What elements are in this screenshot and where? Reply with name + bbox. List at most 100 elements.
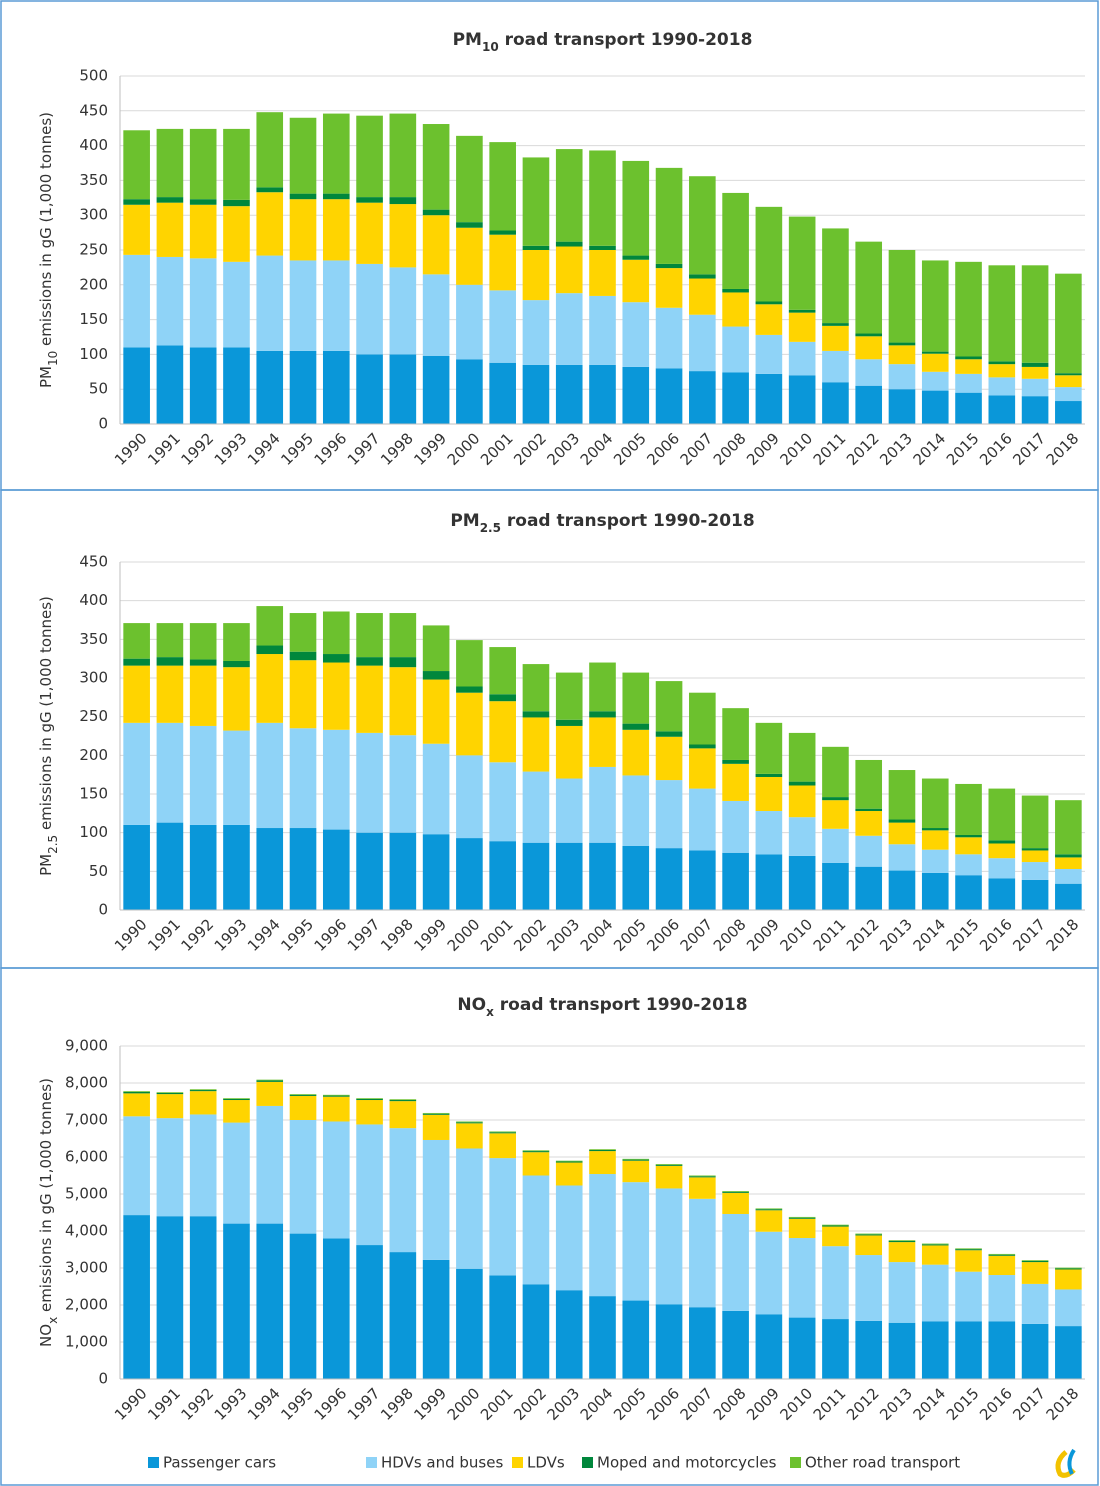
bar-segment (788, 309, 816, 313)
x-tick-label: 2016 (976, 429, 1016, 469)
x-tick-label: 2011 (810, 1384, 850, 1424)
chart-title: PM2.5 road transport 1990-2018 (450, 511, 754, 535)
bar-segment (223, 1098, 250, 1101)
text-part: 10 (482, 40, 499, 54)
y-tick-label: 200 (79, 746, 108, 764)
x-tick-label: 1994 (244, 1384, 284, 1424)
bar-segment (489, 290, 516, 363)
bar-segment (755, 773, 783, 777)
bar-segment (855, 1235, 883, 1256)
bar-segment (655, 307, 683, 369)
bar-segment (123, 1091, 150, 1092)
bar-segment (555, 149, 583, 242)
x-tick-label: 2018 (1043, 1384, 1083, 1424)
text-part: PM (37, 854, 55, 876)
y-tick-label: 450 (79, 553, 108, 571)
legend-label: HDVs and buses (381, 1454, 503, 1472)
bar-segment (689, 1176, 716, 1178)
bar-segment (389, 204, 417, 268)
bar-segment (356, 1124, 383, 1246)
bar-segment (489, 694, 516, 702)
bar-segment (921, 1264, 949, 1322)
bar-segment (722, 759, 749, 764)
x-tick-label: 1994 (244, 429, 284, 469)
x-tick-label: 2018 (1043, 915, 1083, 955)
x-tick-label: 2004 (577, 1384, 617, 1424)
bar-segment (722, 192, 749, 289)
y-tick-label: 150 (79, 310, 108, 328)
x-tick-label: 2001 (477, 429, 517, 469)
bar-segment (223, 1122, 250, 1224)
bar-segment (322, 1096, 350, 1122)
bar-segment (156, 202, 184, 257)
bar-segment (356, 1098, 383, 1101)
bar-segment (156, 1118, 184, 1217)
bar-segment (755, 1208, 783, 1210)
bar-segment (256, 350, 284, 424)
bar-segment (655, 681, 683, 732)
bar-segment (755, 854, 783, 910)
x-tick-label: 2009 (743, 429, 783, 469)
bar-segment (256, 255, 284, 351)
bar-segment (589, 1151, 616, 1175)
x-tick-label: 2010 (776, 1384, 816, 1424)
bar-segment (489, 1275, 516, 1379)
bar-segment (888, 1240, 916, 1241)
bar-segment (855, 241, 883, 334)
bar-segment (788, 216, 816, 310)
bar-segment (356, 1245, 383, 1379)
bar-segment (755, 811, 783, 855)
bar-segment (322, 1095, 350, 1097)
bar-segment (1055, 1267, 1082, 1269)
bar-segment (123, 1215, 150, 1379)
bar-segment (921, 351, 949, 354)
text-part: 2.5 (480, 521, 501, 535)
bar-segment (655, 848, 683, 910)
x-tick-label: 1993 (211, 1384, 251, 1424)
bar-segment (622, 845, 650, 910)
bar-segment (955, 356, 982, 360)
bar-segment (189, 1090, 217, 1092)
bar-segment (921, 353, 949, 372)
bar-segment (1021, 1260, 1049, 1261)
bar-segment (389, 1099, 417, 1101)
bar-segment (322, 1121, 350, 1239)
bar-segment (256, 828, 284, 910)
x-tick-label: 2015 (943, 915, 983, 955)
text-part: 2.5 (46, 835, 60, 854)
bar-segment (888, 822, 916, 845)
bar-segment (988, 788, 1016, 841)
bar-segment (955, 1321, 982, 1379)
bar-segment (123, 824, 150, 910)
bar-segment (788, 341, 816, 376)
bar-segment (389, 113, 417, 198)
bar-segment (356, 657, 383, 666)
bar-segment (256, 722, 284, 829)
bar-segment (289, 651, 317, 661)
bar-segment (189, 1114, 217, 1217)
bar-segment (123, 1093, 150, 1117)
bar-segment (522, 157, 550, 246)
bar-segment (489, 762, 516, 842)
bar-segment (921, 1321, 949, 1379)
bar-segment (389, 832, 417, 910)
bar-segment (855, 811, 883, 836)
x-tick-label: 1991 (144, 915, 184, 955)
bar-segment (622, 723, 650, 730)
bar-segment (456, 1148, 483, 1269)
bar-segment (1021, 795, 1049, 849)
bar-segment (888, 250, 916, 343)
x-tick-label: 1992 (177, 915, 217, 955)
bar-segment (1055, 387, 1082, 402)
bar-segment (389, 613, 417, 658)
bar-segment (489, 230, 516, 235)
bar-segment (223, 1223, 250, 1379)
bar-segment (755, 334, 783, 374)
x-tick-label: 2005 (610, 1384, 650, 1424)
bar-segment (955, 359, 982, 374)
x-tick-label: 1996 (311, 429, 351, 469)
bar-segment (522, 771, 550, 843)
bar-segment (522, 250, 550, 301)
bar-segment (555, 725, 583, 779)
bar-segment (356, 665, 383, 733)
